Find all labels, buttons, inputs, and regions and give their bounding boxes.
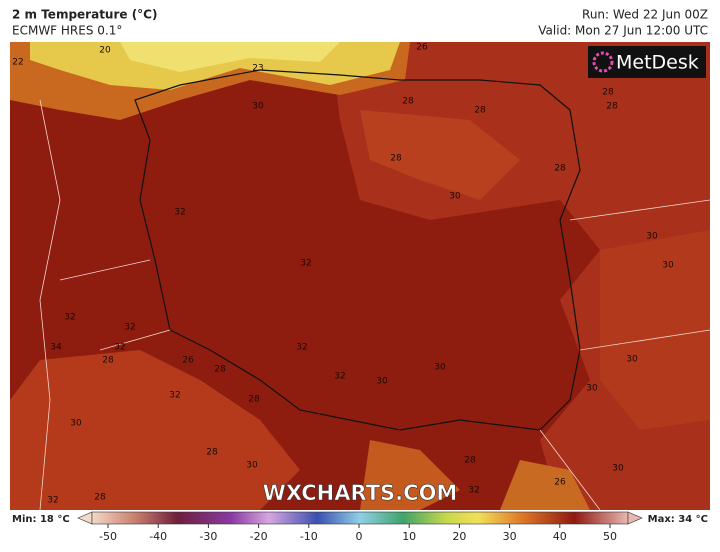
contour-label: 30 bbox=[662, 261, 674, 271]
colorbar-tick-label: 10 bbox=[402, 530, 416, 543]
colorbar bbox=[91, 511, 629, 525]
colorbar-arrow bbox=[627, 511, 643, 525]
warm-region bbox=[360, 110, 520, 200]
contour-label: 28 bbox=[94, 493, 106, 503]
min-label: Min: 18 °C bbox=[12, 514, 70, 525]
colorbar-tick-label: -40 bbox=[149, 530, 167, 543]
contour-label: 30 bbox=[376, 377, 388, 387]
valid-time: Valid: Mon 27 Jun 12:00 UTC bbox=[538, 24, 708, 38]
contour-label: 28 bbox=[474, 106, 486, 116]
contour-label: 28 bbox=[390, 154, 402, 164]
contour-label: 28 bbox=[602, 88, 614, 98]
contour-label: 28 bbox=[206, 448, 218, 458]
colorbar-tick-label: -10 bbox=[300, 530, 318, 543]
colorbar-tick-label: 30 bbox=[503, 530, 517, 543]
title: 2 m Temperature (°C) bbox=[12, 8, 157, 22]
contour-label: 30 bbox=[434, 363, 446, 373]
contour-label: 32 bbox=[124, 323, 135, 333]
warm-region bbox=[600, 230, 710, 430]
contour-label: 30 bbox=[70, 419, 82, 429]
colorbar-tick-label: -50 bbox=[99, 530, 117, 543]
contour-label: 32 bbox=[114, 343, 125, 353]
logo-text: MetDesk bbox=[616, 52, 699, 74]
colorbar-ticks: -50 -40 -30 -20 -10 0 10 20 30 40 50 bbox=[99, 524, 617, 543]
logo-icon bbox=[592, 51, 614, 73]
contour-label: 32 bbox=[296, 343, 307, 353]
run-time: Run: Wed 22 Jun 00Z bbox=[582, 8, 708, 22]
mountain-region bbox=[360, 440, 460, 510]
contour-label: 32 bbox=[334, 372, 345, 382]
contour-label: 32 bbox=[169, 391, 180, 401]
contour-label: 30 bbox=[626, 355, 638, 365]
contour-label: 26 bbox=[416, 43, 428, 53]
border-line bbox=[39, 99, 710, 510]
contour-label: 28 bbox=[214, 365, 226, 375]
contour-label: 32 bbox=[468, 486, 479, 496]
contour-labels: 20 22 26 23 28 28 30 28 28 28 28 30 32 30 30 32 32 32 34 32… bbox=[12, 43, 674, 506]
colorbar-tick-label: -20 bbox=[250, 530, 268, 543]
colorbar-tick-label: 20 bbox=[452, 530, 466, 543]
colorbar-tick-label: 40 bbox=[553, 530, 567, 543]
contour-label: 34 bbox=[50, 343, 62, 353]
contour-label: 30 bbox=[586, 384, 598, 394]
contour-label: 26 bbox=[182, 356, 194, 366]
contour-label: 32 bbox=[64, 313, 75, 323]
model: ECMWF HRES 0.1° bbox=[12, 24, 122, 38]
contour-label: 30 bbox=[252, 102, 264, 112]
contour-label: 22 bbox=[12, 58, 23, 68]
logo-box bbox=[588, 46, 706, 78]
contour-label: 28 bbox=[464, 456, 476, 466]
contour-label: 32 bbox=[300, 259, 311, 269]
contour-label: 30 bbox=[646, 232, 658, 242]
contour-label: 23 bbox=[252, 64, 263, 74]
contour-label: 28 bbox=[554, 164, 566, 174]
colorbar-tick-label: 0 bbox=[356, 530, 363, 543]
contour-label: 32 bbox=[174, 208, 185, 218]
colorbar-tick-label: -30 bbox=[199, 530, 217, 543]
max-label: Max: 34 °C bbox=[648, 514, 708, 525]
mountain-region bbox=[500, 460, 590, 510]
warm-region bbox=[10, 350, 300, 510]
contour-label: 26 bbox=[554, 478, 566, 488]
contour-label: 28 bbox=[402, 97, 414, 107]
contour-label: 30 bbox=[449, 192, 461, 202]
watermark: WXCHARTS.COM bbox=[263, 481, 458, 505]
contour-label: 20 bbox=[99, 46, 111, 56]
colorbar-tick-label: 50 bbox=[603, 530, 617, 543]
contour-label: 32 bbox=[47, 496, 58, 506]
colorbar-arrow bbox=[77, 511, 93, 525]
map-area: 20 22 26 23 28 28 30 28 28 28 28 30 32 30 30 32 32 32 34 32… bbox=[10, 42, 710, 510]
contour-label: 30 bbox=[246, 461, 258, 471]
sea-region bbox=[120, 42, 340, 72]
contour-label: 30 bbox=[612, 464, 624, 474]
contour-label: 28 bbox=[248, 395, 260, 405]
contour-label: 28 bbox=[102, 356, 114, 366]
contour-label: 28 bbox=[606, 102, 618, 112]
